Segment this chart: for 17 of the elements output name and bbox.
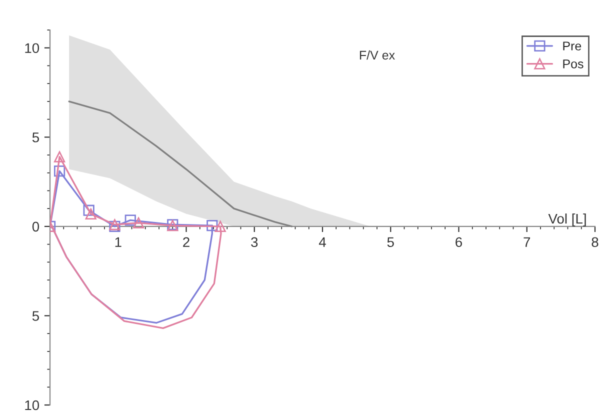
x-tick-label: 7 — [524, 237, 530, 247]
legend-label: Pos — [563, 60, 584, 68]
annotation: F/V ex — [360, 50, 395, 60]
y-tick-label: 10 — [25, 43, 40, 54]
x-tick-label: 2 — [183, 237, 190, 247]
x-tick-label: 4 — [318, 237, 326, 247]
legend-label: Pre — [563, 42, 582, 50]
x-tick-label: 3 — [251, 237, 258, 248]
x-tick-label: 8 — [592, 237, 598, 248]
x-axis-title: Vol [L] — [548, 213, 586, 226]
y-tick-label: 5 — [32, 311, 39, 321]
y-tick-label: 0 — [32, 222, 40, 232]
x-tick-label: 1 — [115, 237, 122, 247]
x-tick-label: 6 — [456, 237, 462, 248]
y-tick-label: 5 — [32, 132, 39, 142]
x-tick-label: 5 — [387, 237, 394, 248]
y-tick-label: 10 — [25, 400, 40, 410]
